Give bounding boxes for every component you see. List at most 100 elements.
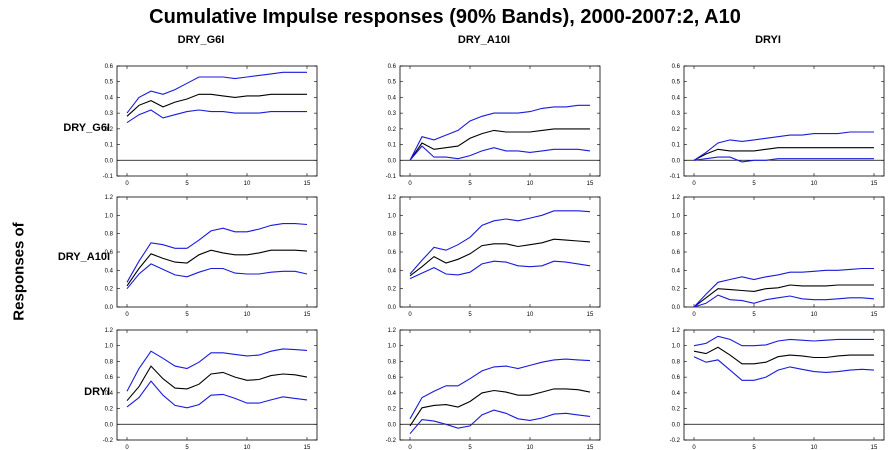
lower-band-line	[693, 294, 875, 308]
y-tick-label: -0.2	[670, 438, 681, 444]
x-tick-label: 10	[244, 181, 251, 187]
x-tick-label: 5	[752, 181, 756, 187]
y-tick-label: 0.0	[105, 422, 114, 428]
plot-frame	[683, 65, 885, 177]
upper-band-line	[126, 223, 308, 283]
point-line	[693, 147, 874, 161]
plot-frame	[116, 65, 318, 177]
column-title-dry-a10i: DRY_A10I	[457, 34, 511, 46]
x-tick-label: 10	[811, 445, 818, 450]
y-tick-label: 0.2	[105, 127, 114, 133]
y-tick-label: 0.4	[105, 268, 114, 274]
point-line	[409, 388, 591, 427]
x-tick-label: 0	[692, 181, 696, 187]
x-tick-label: 15	[871, 181, 878, 187]
y-tick-label: 0.4	[388, 391, 397, 397]
y-tick-label: 0.6	[105, 250, 114, 256]
y-tick-label: 0.0	[672, 158, 681, 164]
panel-7: -0.2 0.0 0.2 0.4 0.6 0.8 1.0 1.2 0 5 10 15	[103, 328, 318, 450]
upper-band-line	[693, 267, 874, 308]
y-tick-label: 1.2	[672, 195, 681, 201]
x-tick-label: 5	[468, 312, 472, 318]
y-tick-label: 0.3	[672, 111, 681, 117]
x-tick-label: 5	[185, 312, 189, 318]
y-tick-label: 1.2	[388, 328, 397, 334]
y-tick-label: 0.4	[672, 268, 681, 274]
x-tick-label: 10	[811, 181, 818, 187]
x-tick-label: 10	[244, 445, 251, 450]
y-tick-label: 0.2	[672, 287, 681, 293]
x-tick-label: 15	[587, 181, 594, 187]
y-tick-label: 0.2	[388, 407, 397, 413]
row-label-dryi: DRYI	[84, 386, 110, 398]
x-tick-label: 15	[304, 445, 311, 450]
y-tick-label: -0.2	[103, 438, 114, 444]
lower-band-line	[126, 263, 308, 290]
x-tick-label: 10	[244, 312, 251, 318]
y-tick-label: 0.5	[105, 80, 114, 86]
x-tick-label: 15	[587, 445, 594, 450]
upper-band-line	[126, 71, 307, 114]
row-label-dry-g6i: DRY_G6I	[63, 122, 110, 134]
lower-band-line	[693, 156, 874, 163]
y-tick-label: 1.0	[105, 344, 114, 350]
x-tick-label: 0	[125, 181, 129, 187]
x-tick-label: 5	[752, 445, 756, 450]
point-line	[126, 249, 308, 287]
column-title-dryi: DRYI	[755, 34, 781, 46]
y-tick-label: 0.2	[388, 127, 397, 133]
y-tick-label: 1.0	[672, 213, 681, 219]
y-tick-label: 0.6	[388, 250, 397, 256]
y-tick-label: 0.2	[388, 287, 397, 293]
y-tick-label: 1.2	[672, 328, 681, 334]
upper-band-line	[126, 348, 308, 392]
x-tick-label: 0	[125, 445, 129, 450]
y-tick-label: 0.6	[672, 64, 681, 70]
x-tick-label: 15	[871, 445, 878, 450]
y-tick-label: 0.3	[388, 111, 397, 117]
y-tick-label: -0.1	[103, 174, 114, 180]
y-tick-label: 0.6	[105, 375, 114, 381]
plot-frame	[116, 329, 318, 441]
y-tick-label: 0.0	[105, 305, 114, 311]
y-tick-label: 0.0	[105, 158, 114, 164]
point-line	[693, 284, 874, 308]
y-tick-label: 1.0	[388, 213, 397, 219]
panel-6: 0.0 0.2 0.4 0.6 0.8 1.0 1.2 0 5 10 15	[672, 195, 885, 318]
x-tick-label: 0	[125, 312, 129, 318]
x-tick-label: 15	[587, 312, 594, 318]
y-tick-label: 0.4	[672, 95, 681, 101]
panel-2: -0.1 0.0 0.1 0.2 0.3 0.4 0.5 0.6 0 5 10 15	[386, 64, 601, 187]
y-tick-label: 0.6	[672, 375, 681, 381]
lower-band-line	[409, 409, 591, 435]
x-tick-label: 10	[811, 312, 818, 318]
panel-4: 0.0 0.2 0.4 0.6 0.8 1.0 1.2 0 5 10 15	[105, 195, 318, 318]
y-tick-label: 0.1	[388, 143, 397, 149]
y-tick-label: 0.5	[388, 80, 397, 86]
y-tick-label: 0.3	[105, 111, 114, 117]
x-tick-label: 0	[408, 445, 412, 450]
column-title-dry-g6i: DRY_G6I	[177, 34, 225, 46]
x-tick-label: 0	[408, 312, 412, 318]
y-tick-label: 0.5	[672, 80, 681, 86]
plot-frame	[399, 65, 601, 177]
plot-frame	[399, 329, 601, 441]
lower-band-line	[409, 260, 591, 280]
lower-band-line	[126, 109, 307, 124]
x-tick-label: 0	[692, 445, 696, 450]
y-tick-label: -0.1	[386, 174, 397, 180]
upper-band-line	[693, 131, 874, 161]
y-tick-label: 0.0	[388, 422, 397, 428]
y-tick-label: 0.8	[388, 232, 397, 238]
y-tick-label: 0.4	[105, 95, 114, 101]
y-tick-label: 0.8	[388, 359, 397, 365]
y-tick-label: -0.2	[386, 438, 397, 444]
point-line	[409, 128, 590, 161]
y-tick-label: 1.2	[388, 195, 397, 201]
y-tick-label: 0.8	[105, 359, 114, 365]
y-tick-label: 0.4	[388, 268, 397, 274]
x-tick-label: 5	[752, 312, 756, 318]
panel-8: -0.2 0.0 0.2 0.4 0.6 0.8 1.0 1.2 0 5 10 15	[386, 328, 601, 450]
